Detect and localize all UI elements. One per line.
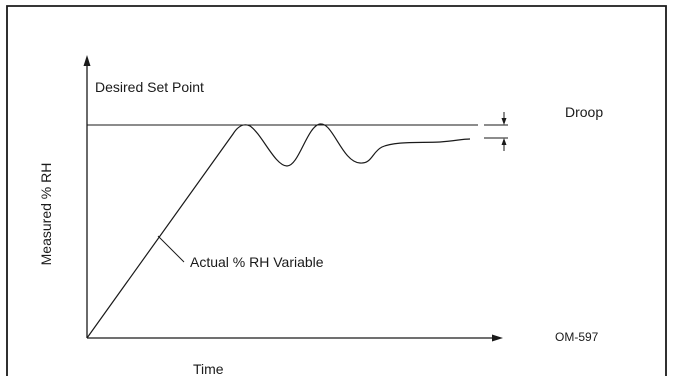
variable-leader-line <box>157 235 185 263</box>
rh-variable-curve <box>86 123 471 339</box>
y-axis-label: Measured % RH <box>38 162 54 266</box>
x-axis-label: Time <box>193 361 224 377</box>
x-axis-arrow <box>492 334 503 342</box>
droop-label: Droop <box>565 104 604 120</box>
y-axis-arrow <box>83 55 91 66</box>
figure-code: OM-597 <box>555 330 599 344</box>
setpoint-label: Desired Set Point <box>95 79 204 95</box>
variable-label: Actual % RH Variable <box>190 254 324 270</box>
figure-border <box>6 5 667 376</box>
